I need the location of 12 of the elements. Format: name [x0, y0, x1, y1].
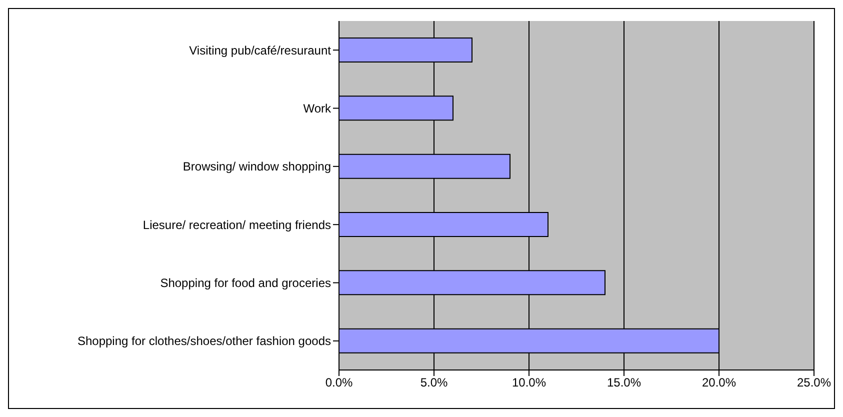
y-tick-label: Shopping for food and groceries [160, 276, 331, 290]
y-tick-label: Visiting pub/café/resuraunt [189, 43, 332, 58]
y-tick-label: Work [303, 102, 332, 116]
y-tick-label: Shopping for clothes/shoes/other fashion goods [77, 334, 331, 348]
y-tick-label: Browsing/ window shopping [182, 160, 331, 174]
x-tick-label: 20.0% [702, 376, 736, 390]
x-tick-label: 15.0% [606, 376, 642, 390]
x-tick-label: 5.0% [420, 376, 448, 390]
x-tick-label: 25.0% [796, 376, 832, 390]
y-tick-label: Liesure/ recreation/ meeting friends [142, 218, 331, 232]
x-tick-label: 10.0% [512, 376, 546, 390]
x-tick-label: 0.0% [325, 376, 353, 390]
